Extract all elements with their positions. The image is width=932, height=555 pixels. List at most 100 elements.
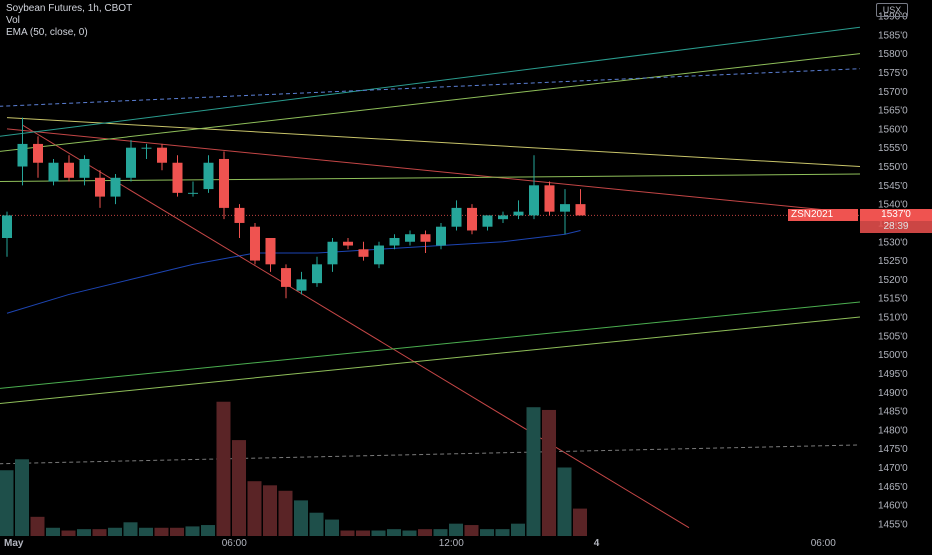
candle xyxy=(110,174,121,205)
candle xyxy=(250,222,260,265)
y-tick-label: 1500'0 xyxy=(878,350,908,361)
volume-bar xyxy=(278,490,293,536)
candle xyxy=(513,200,524,220)
candle-body xyxy=(126,147,136,178)
candle xyxy=(451,200,462,231)
volume-bar xyxy=(480,529,494,536)
volume-bar xyxy=(232,440,246,536)
candle xyxy=(95,170,105,208)
candle xyxy=(343,237,353,250)
volume-bar xyxy=(387,529,401,536)
y-tick-label: 1560'0 xyxy=(878,124,908,135)
y-tick-label: 1520'0 xyxy=(878,275,908,286)
y-tick-label: 1575'0 xyxy=(878,68,908,79)
ema-line xyxy=(6,229,581,314)
candle xyxy=(157,143,167,171)
candle xyxy=(281,264,291,299)
candle xyxy=(529,155,539,220)
volume-bar xyxy=(0,470,14,536)
candle-body xyxy=(48,162,59,182)
volume-bar xyxy=(154,527,169,536)
trendline-2 xyxy=(6,117,861,168)
symbol-label: ZSN2021 xyxy=(788,209,858,221)
candle-body xyxy=(544,185,555,212)
volume-bar xyxy=(573,508,587,536)
last-price-value: 1537'0 xyxy=(860,209,932,221)
volume-bar xyxy=(371,530,386,536)
candle-body xyxy=(219,158,229,208)
y-tick-label: 1460'0 xyxy=(878,501,908,512)
candle-body xyxy=(405,234,415,242)
y-tick-label: 1545'0 xyxy=(878,181,908,192)
candle-body xyxy=(203,162,214,190)
candle xyxy=(79,155,90,186)
candle xyxy=(234,204,245,238)
candle xyxy=(327,237,338,272)
candle-body xyxy=(343,241,353,246)
candle xyxy=(389,234,400,250)
volume-bar xyxy=(294,500,308,536)
candle xyxy=(219,151,229,220)
candle xyxy=(436,222,446,250)
x-tick-label: 06:00 xyxy=(222,538,247,549)
y-tick-label: 1580'0 xyxy=(878,49,908,60)
trendline-1 xyxy=(22,124,690,529)
volume-bar xyxy=(216,401,231,536)
y-tick-label: 1550'0 xyxy=(878,162,908,173)
volume-bar xyxy=(247,481,262,536)
y-tick-label: 1470'0 xyxy=(878,463,908,474)
candle xyxy=(48,158,59,186)
volume-bar xyxy=(15,459,29,536)
y-tick-label: 1480'0 xyxy=(878,425,908,436)
candle-body xyxy=(2,215,12,238)
volume-bar xyxy=(139,527,153,536)
volume-bar xyxy=(495,529,510,536)
candle-body xyxy=(467,207,477,231)
candle-body xyxy=(358,249,369,257)
volume-bar xyxy=(340,530,355,536)
unit-badge[interactable]: USX xyxy=(876,3,908,17)
candle-body xyxy=(250,226,260,261)
y-tick-label: 1530'0 xyxy=(878,237,908,248)
volume-bar xyxy=(511,523,525,536)
x-tick-label: 12:00 xyxy=(439,538,464,549)
trendline-7 xyxy=(0,316,861,404)
candle xyxy=(312,256,322,287)
dashed-line-1 xyxy=(0,444,861,465)
volume-bar xyxy=(402,530,417,536)
y-tick-label: 1565'0 xyxy=(878,106,908,117)
candle-body xyxy=(529,185,539,216)
volume-bar xyxy=(356,530,370,536)
candle xyxy=(575,189,586,216)
y-tick-label: 1475'0 xyxy=(878,444,908,455)
candle-body xyxy=(451,207,462,227)
trendline-5 xyxy=(0,53,861,152)
y-tick-label: 1525'0 xyxy=(878,256,908,267)
candle xyxy=(141,143,152,159)
y-tick-label: 1455'0 xyxy=(878,519,908,530)
candle-body xyxy=(110,177,121,197)
y-tick-label: 1585'0 xyxy=(878,30,908,41)
volume-bar xyxy=(449,523,463,536)
candle xyxy=(188,181,198,197)
candle-body xyxy=(265,237,276,265)
candle xyxy=(265,237,276,272)
y-tick-label: 1570'0 xyxy=(878,87,908,98)
candle-body xyxy=(482,215,493,227)
candle-body xyxy=(436,226,446,246)
candle xyxy=(358,241,369,261)
bar-countdown: 28:39 xyxy=(860,221,932,233)
candle-body xyxy=(513,211,524,216)
y-tick-label: 1590'0 xyxy=(878,12,908,23)
legend-ema: EMA (50, close, 0) xyxy=(6,27,88,38)
legend-volume: Vol xyxy=(6,15,20,26)
candle xyxy=(405,230,415,246)
y-tick-label: 1555'0 xyxy=(878,143,908,154)
candle xyxy=(126,140,136,182)
volume-bar xyxy=(433,529,448,536)
volume-bar xyxy=(170,527,184,536)
candle xyxy=(2,211,12,257)
y-tick-label: 1495'0 xyxy=(878,369,908,380)
